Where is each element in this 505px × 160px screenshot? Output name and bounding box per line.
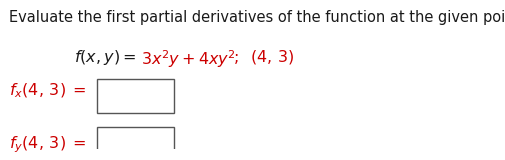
Text: $f_x(4,\,3)\; =$: $f_x(4,\,3)\; =$	[10, 82, 87, 100]
Text: $;\;\;(4,\,3)$: $;\;\;(4,\,3)$	[233, 48, 294, 66]
Text: $3x^2y + 4xy^2$: $3x^2y + 4xy^2$	[141, 48, 235, 70]
FancyBboxPatch shape	[96, 127, 174, 160]
Text: $f_y(4,\,3)\; =$: $f_y(4,\,3)\; =$	[10, 134, 87, 155]
FancyBboxPatch shape	[96, 79, 174, 113]
Text: $f(x, y) = $: $f(x, y) = $	[74, 48, 136, 67]
Text: Evaluate the first partial derivatives of the function at the given point.: Evaluate the first partial derivatives o…	[10, 10, 505, 25]
